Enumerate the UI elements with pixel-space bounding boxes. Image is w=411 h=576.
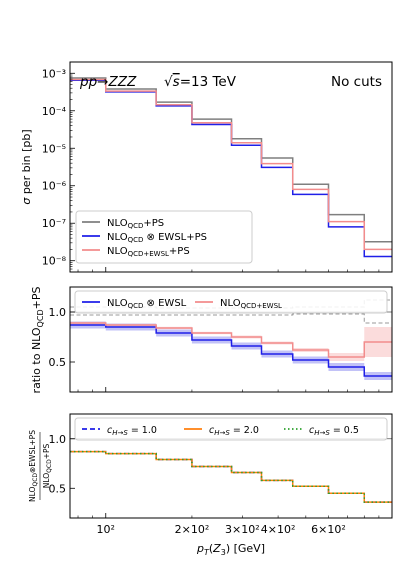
series-nlo-qcd-ps (70, 77, 392, 243)
bottom-ylabel: NLOQCD⊗EWSL+PS NLOQCD+PS (28, 430, 53, 502)
middle-panel: 0.5 1.0 ratio to NLOQCD+PS NLOQCD ⊗ EWSL … (30, 286, 393, 394)
middle-legend-box (74, 290, 388, 314)
legend-entry-nlo-qcd-ewsl: NLOQCD ⊗ EWSL (107, 298, 187, 310)
middle-panel-yticks: 0.5 1.0 (49, 306, 75, 369)
bottom-legend-box (74, 417, 388, 441)
series-nlo-qcd-ewsl-ps (70, 78, 392, 251)
legend-entry-ch-05: cH→S = 0.5 (309, 425, 359, 437)
middle-panel-xticks (77, 387, 393, 392)
bottom-panel-marks (70, 438, 392, 503)
legend-entry-ch-2: cH→S = 2.0 (209, 425, 259, 437)
ytick-label: 10⁻³ (42, 67, 66, 80)
legend-entry-ch-1: cH→S = 1.0 (107, 425, 157, 437)
ytick-label: 0.5 (49, 482, 67, 495)
middle-ylabel: ratio to NLOQCD+PS (30, 287, 45, 394)
cuts-label: No cuts (331, 74, 382, 90)
ytick-label: 1.0 (49, 306, 67, 319)
bottom-panel-xticks: 10² 2×10² 3×10² 4×10² 6×10² (77, 513, 393, 536)
series-c-h-s-2-0 (70, 450, 392, 503)
legend-entry-nlo-qcd-ewsl-ps: NLOQCD ⊗ EWSL+PS (107, 232, 207, 244)
bottom-panel: 0.5 1.0 10² 2×10² 3×10² 4×10² 6×10² NLOQCD⊗EW… (28, 413, 393, 557)
top-panel-yticks: 10⁻⁸ 10⁻⁷ 10⁻⁶ 10⁻⁵ 10⁻⁴ 10⁻³ (42, 61, 75, 273)
series-ps-uncertainty-lower (70, 313, 392, 324)
ytick-label: 0.5 (49, 356, 67, 369)
series-nlo-qcd-ewsl (70, 324, 392, 377)
bottom-legend: cH→S = 1.0 cH→S = 2.0 cH→S = 0.5 (74, 417, 388, 441)
xtick-label: 3×10² (225, 523, 260, 536)
ytick-label: 10⁻⁶ (42, 180, 67, 193)
xtick-label: 4×10² (261, 523, 296, 536)
top-panel-marks (70, 77, 392, 258)
bottom-ylabel-numerator: NLOQCD⊗EWSL+PS (28, 430, 39, 502)
xtick-label: 6×10² (311, 523, 346, 536)
ytick-label: 10⁻⁸ (42, 255, 67, 268)
ytick-label: 1.0 (49, 433, 67, 446)
top-panel-xticks (77, 267, 393, 272)
ytick-label: 10⁻⁴ (42, 105, 67, 118)
top-legend-box (75, 210, 253, 264)
top-panel: 10⁻⁸ 10⁻⁷ 10⁻⁶ 10⁻⁵ 10⁻⁴ 10⁻³ pp→ZZZ √s=13 Te… (20, 61, 393, 273)
middle-legend: NLOQCD ⊗ EWSL NLOQCD+EWSL (74, 290, 388, 314)
ytick-label: 10⁻⁷ (42, 217, 66, 230)
series-c-h-s-0-5 (70, 450, 392, 503)
series-c-h-s-1-0 (70, 450, 392, 503)
top-legend: NLOQCD+PS NLOQCD ⊗ EWSL+PS NLOQCD+EWSL+P… (75, 210, 253, 264)
ytick-label: 10⁻⁵ (42, 142, 66, 155)
bottom-panel-frame (69, 413, 393, 519)
xtick-label: 2×10² (175, 523, 210, 536)
top-ylabel: σ per bin [pb] (20, 129, 33, 204)
bottom-panel-yticks: 0.5 1.0 (49, 433, 75, 495)
bottom-ylabel-denominator: NLOQCD+PS (42, 443, 53, 488)
middle-panel-frame (69, 286, 393, 393)
x-axis-label: pT(Z3) [GeV] (196, 542, 265, 557)
xtick-label: 10² (97, 523, 115, 536)
series-nlo-qcd-ewsl (70, 322, 392, 358)
process-label: pp→ZZZ (79, 74, 137, 90)
energy-label: √s=13 TeV (164, 74, 237, 90)
top-panel-frame (69, 61, 393, 273)
legend-entry-nlo-qcd-ps: NLOQCD+PS (107, 218, 164, 230)
